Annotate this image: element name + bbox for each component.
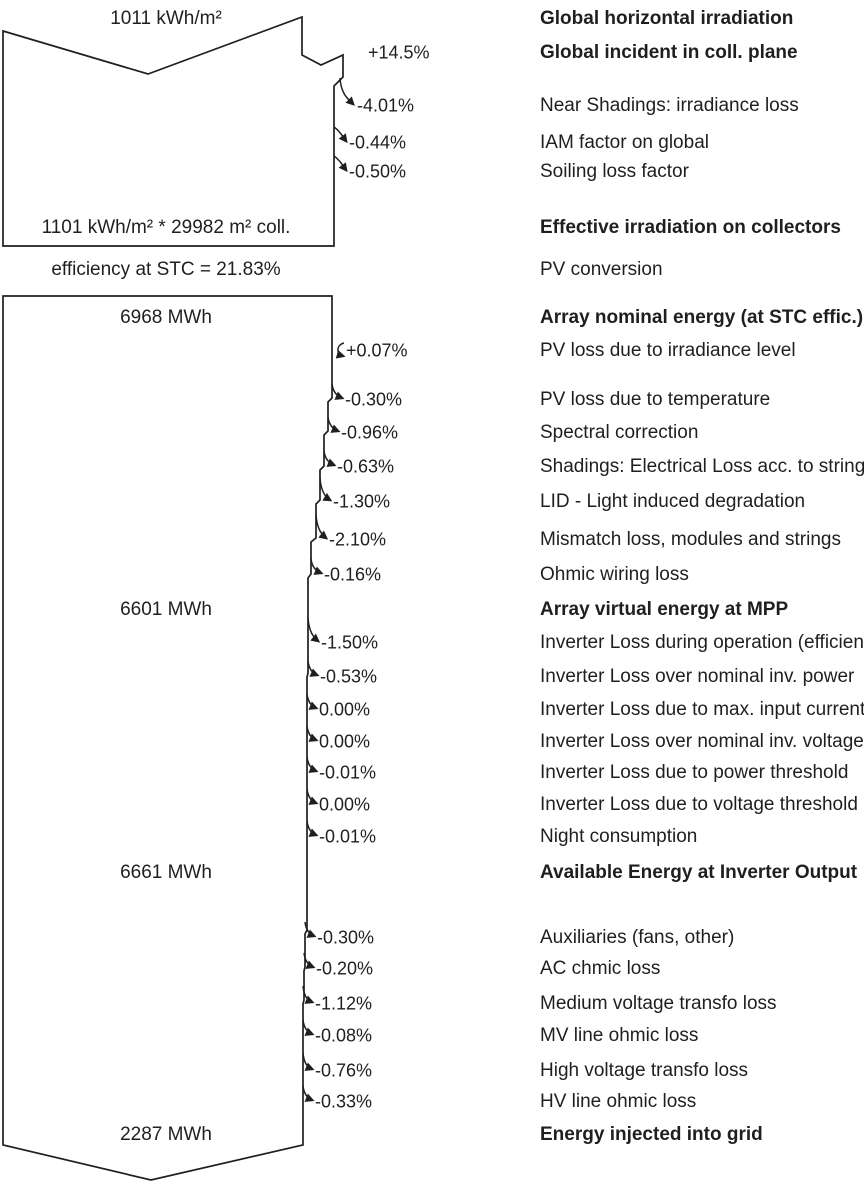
loss-percent-spectral: -0.96% xyxy=(341,422,399,443)
loss-percent-inverter-nominal-power: -0.53% xyxy=(320,666,378,687)
loss-arrow-icon xyxy=(307,617,321,643)
stage-label-array-nominal: Array nominal energy (at STC effic.) xyxy=(540,307,864,328)
loss-percent-shadings-electrical: -0.63% xyxy=(337,456,395,477)
loss-percent-temperature: -0.30% xyxy=(345,389,403,410)
loss-arrow-icon xyxy=(302,1052,315,1071)
stage-label-inverter-efficiency: Inverter Loss during operation (efficien… xyxy=(540,632,864,653)
stage-label-array-virtual: Array virtual energy at MPP xyxy=(540,599,789,620)
stage-label-mv-transfo: Medium voltage transfo loss xyxy=(540,993,777,1014)
gain-arrow-icon xyxy=(335,342,346,359)
gain-percent-irradiance-level: +0.07% xyxy=(346,340,408,361)
stage-value-grid-energy: 2287 MWh xyxy=(120,1124,212,1145)
loss-arrow-icon xyxy=(302,1019,315,1036)
stage-label-voltage-threshold: Inverter Loss due to voltage threshold xyxy=(540,794,858,815)
loss-arrow-icon xyxy=(333,155,348,173)
loss-percent-hv-transfo: -0.76% xyxy=(315,1060,373,1081)
stage-label-hv-line: HV line ohmic loss xyxy=(540,1091,697,1112)
loss-arrow-icon xyxy=(319,477,333,502)
stage-label-pv-conversion: PV conversion xyxy=(540,259,663,280)
stage-label-mismatch: Mismatch loss, modules and strings xyxy=(540,529,841,550)
loss-arrow-icon xyxy=(306,725,319,742)
loss-arrow-icon xyxy=(306,820,319,837)
loss-percent-near-shadings: -4.01% xyxy=(357,95,415,116)
loss-arrow-icon xyxy=(315,514,329,540)
loss-arrow-icon xyxy=(302,1085,315,1102)
stage-label-soiling: Soiling loss factor xyxy=(540,161,689,182)
stage-label-ac-ohmic: AC chmic loss xyxy=(540,958,661,979)
stage-label-global-incident: Global incident in coll. plane xyxy=(540,42,798,63)
stage-label-night-consumption: Night consumption xyxy=(540,826,698,847)
stage-label-effective-irradiation: Effective irradiation on collectors xyxy=(540,217,841,238)
stage-label-auxiliaries: Auxiliaries (fans, other) xyxy=(540,927,735,948)
stage-label-grid-energy: Energy injected into grid xyxy=(540,1124,763,1145)
energy-box-outline xyxy=(2,295,333,1181)
stage-label-ohmic-wiring: Ohmic wiring loss xyxy=(540,564,689,585)
loss-percent-inverter-efficiency: -1.50% xyxy=(321,632,379,653)
stage-label-inverter-nominal-power: Inverter Loss over nominal inv. power xyxy=(540,666,855,687)
loss-percent-ac-ohmic: -0.20% xyxy=(316,958,374,979)
stage-value-stc-efficiency: efficiency at STC = 21.83% xyxy=(51,259,281,280)
loss-percent-power-threshold: -0.01% xyxy=(319,762,377,783)
stage-label-irradiance-level: PV loss due to irradiance level xyxy=(540,340,796,361)
stage-value-array-nominal: 6968 MWh xyxy=(120,307,212,328)
loss-percent-inverter-max-current: 0.00% xyxy=(319,699,371,720)
loss-arrow-icon xyxy=(304,921,317,938)
loss-percent-auxiliaries: -0.30% xyxy=(317,927,375,948)
stage-value-effective-irradiation: 1101 kWh/m² * 29982 m² coll. xyxy=(41,217,291,238)
stage-label-iam: IAM factor on global xyxy=(540,132,709,153)
loss-arrow-icon xyxy=(323,450,337,467)
irradiation-box-outline xyxy=(2,15,344,247)
stage-label-inverter-nominal-voltage: Inverter Loss over nominal inv. voltage xyxy=(540,731,864,752)
stage-label-lid: LID - Light induced degradation xyxy=(540,491,806,512)
loss-percent-lid: -1.30% xyxy=(333,491,391,512)
stage-label-power-threshold: Inverter Loss due to power threshold xyxy=(540,762,849,783)
loss-arrow-icon xyxy=(331,383,345,400)
stage-label-hv-transfo: High voltage transfo loss xyxy=(540,1060,749,1081)
loss-arrow-icon xyxy=(333,126,348,144)
loss-arrow-icons xyxy=(302,77,355,1102)
loss-arrow-icon xyxy=(339,77,355,106)
loss-percent-night-consumption: -0.01% xyxy=(319,826,377,847)
stage-label-mv-line: MV line ohmic loss xyxy=(540,1025,699,1046)
stage-label-shadings-electrical: Shadings: Electrical Loss acc. to string… xyxy=(540,456,864,477)
loss-arrow-icon xyxy=(306,756,319,773)
loss-percent-voltage-threshold: 0.00% xyxy=(319,794,371,815)
stage-label-temperature: PV loss due to temperature xyxy=(540,389,771,410)
stage-value-inverter-output: 6661 MWh xyxy=(120,862,212,883)
loss-percent-hv-line: -0.33% xyxy=(315,1091,373,1112)
gain-percent-transposition: +14.5% xyxy=(368,42,430,63)
loss-percent-mv-line: -0.08% xyxy=(315,1025,373,1046)
loss-percent-mismatch: -2.10% xyxy=(329,529,387,550)
loss-arrow-icon xyxy=(302,985,315,1004)
stage-value-array-virtual: 6601 MWh xyxy=(120,599,212,620)
loss-percent-mv-transfo: -1.12% xyxy=(315,993,373,1014)
loss-arrow-icon xyxy=(306,693,319,710)
loss-arrow-icon xyxy=(310,558,324,575)
loss-arrow-icon xyxy=(303,952,316,969)
stage-label-global-horizontal: Global horizontal irradiation xyxy=(540,8,794,29)
loss-arrow-icon xyxy=(327,416,341,433)
loss-percent-inverter-nominal-voltage: 0.00% xyxy=(319,731,371,752)
loss-arrow-icon xyxy=(306,788,319,805)
stage-label-inverter-max-current: Inverter Loss due to max. input current xyxy=(540,699,864,720)
loss-percent-soiling: -0.50% xyxy=(349,161,407,182)
stage-label-near-shadings: Near Shadings: irradiance loss xyxy=(540,95,799,116)
stage-label-spectral: Spectral correction xyxy=(540,422,699,443)
loss-arrow-icon xyxy=(307,660,320,677)
loss-percent-iam: -0.44% xyxy=(349,132,407,153)
stage-value-global-horizontal: 1011 kWh/m² xyxy=(110,8,222,29)
loss-percent-ohmic-wiring: -0.16% xyxy=(324,564,382,585)
stage-label-inverter-output: Available Energy at Inverter Output xyxy=(540,862,858,883)
